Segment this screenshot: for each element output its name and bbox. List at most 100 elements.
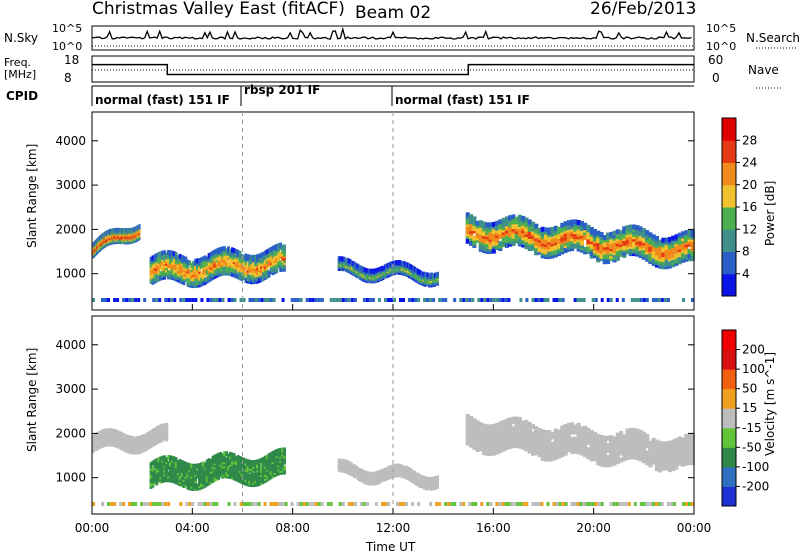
power-ground-cell bbox=[504, 298, 508, 302]
velocity-cell bbox=[198, 463, 201, 469]
power-ground-cell bbox=[218, 298, 222, 302]
power-ground-cell bbox=[417, 298, 421, 302]
power-cell bbox=[589, 251, 594, 257]
power-cell bbox=[687, 248, 692, 254]
power-cell bbox=[271, 245, 275, 251]
power-cell bbox=[221, 266, 224, 272]
power-cell bbox=[342, 256, 345, 262]
velocity-cell bbox=[101, 429, 104, 435]
power-cell bbox=[423, 271, 426, 277]
power-cell bbox=[553, 237, 558, 243]
power-cell bbox=[380, 265, 383, 271]
power-cell bbox=[254, 254, 257, 260]
y-tick-label: 3000 bbox=[55, 178, 86, 192]
velocity-cell bbox=[150, 431, 152, 437]
velocity-cell bbox=[159, 424, 162, 430]
power-cell bbox=[234, 268, 238, 274]
nave-label: Nave bbox=[748, 63, 779, 77]
power-ground-cell bbox=[320, 298, 324, 302]
velocity-cell bbox=[254, 459, 257, 465]
freq-tick-bottom: 8 bbox=[64, 71, 72, 85]
power-cell bbox=[349, 259, 352, 265]
power-cell bbox=[149, 256, 153, 262]
power-ground-cell bbox=[365, 298, 369, 302]
velocity-cell bbox=[271, 451, 275, 456]
power-cell bbox=[478, 220, 483, 226]
power-cell bbox=[337, 256, 340, 262]
power-ground-cell bbox=[305, 298, 309, 302]
power-ground-cell bbox=[209, 298, 213, 302]
velocity-cell bbox=[93, 434, 95, 440]
velocity-cell bbox=[136, 436, 138, 442]
power-cell bbox=[521, 215, 526, 221]
power-cell bbox=[573, 219, 578, 225]
power-ground-cell bbox=[125, 298, 129, 302]
power-cell bbox=[648, 237, 653, 243]
velocity-cell bbox=[145, 432, 148, 438]
power-cell bbox=[169, 250, 172, 256]
power-cell bbox=[213, 269, 217, 275]
power-cell bbox=[240, 254, 244, 260]
velocity-cell bbox=[221, 453, 224, 459]
velocity-cell bbox=[200, 478, 203, 484]
power-ground-cell bbox=[489, 298, 493, 302]
power-ground-cell bbox=[128, 298, 132, 302]
power-ground-cell bbox=[492, 298, 496, 302]
power-ground-cell bbox=[182, 298, 186, 302]
power-ground-cell bbox=[558, 298, 562, 302]
velocity-cell bbox=[383, 467, 386, 473]
power-cell bbox=[583, 222, 588, 228]
power-cell bbox=[586, 232, 591, 238]
power-cell bbox=[232, 272, 236, 278]
power-ground-cell bbox=[308, 298, 312, 302]
velocity-cell bbox=[269, 452, 273, 458]
power-cell bbox=[244, 277, 248, 283]
velocity-cell bbox=[269, 470, 273, 476]
power-cell bbox=[677, 232, 682, 238]
power-cell bbox=[236, 249, 240, 255]
velocity-cell bbox=[118, 431, 121, 437]
power-cell bbox=[504, 235, 509, 241]
power-ground-cell bbox=[335, 298, 339, 302]
velocity-cell bbox=[138, 435, 141, 441]
power-cell bbox=[205, 269, 209, 275]
cpid-segment-2: rbsp 201 IF bbox=[244, 83, 320, 97]
velocity-cell bbox=[154, 428, 157, 434]
power-cell bbox=[422, 271, 425, 277]
power-ground-cell bbox=[242, 298, 246, 302]
power-ground-cell bbox=[534, 298, 538, 302]
power-ground-cell bbox=[347, 298, 351, 302]
power-cell bbox=[589, 227, 594, 232]
velocity-cell bbox=[346, 460, 349, 466]
velocity-cell bbox=[234, 456, 238, 462]
power-cell bbox=[596, 242, 601, 248]
power-cell bbox=[491, 248, 496, 254]
power-cell bbox=[219, 246, 223, 252]
velocity-cell bbox=[125, 434, 128, 440]
velocity-cell bbox=[122, 432, 124, 438]
power-cell bbox=[382, 269, 385, 275]
power-ground-cell bbox=[260, 298, 264, 302]
power-ground-cell bbox=[254, 298, 258, 302]
velocity-cell bbox=[240, 477, 244, 483]
velocity-cell bbox=[265, 460, 269, 466]
power-ground-cell bbox=[206, 298, 210, 302]
velocity-cell bbox=[157, 425, 160, 431]
velocity-cell bbox=[377, 470, 381, 476]
power-cell bbox=[615, 229, 620, 235]
power-ground-cell bbox=[666, 298, 670, 302]
velocity-cell bbox=[163, 475, 166, 481]
velocity-cell bbox=[164, 423, 166, 429]
velocity-cell bbox=[167, 461, 170, 467]
velocity-cell bbox=[248, 459, 252, 465]
power-ground-cell bbox=[633, 298, 637, 302]
power-cell bbox=[174, 252, 178, 258]
power-cell bbox=[534, 223, 539, 229]
velocity-cell bbox=[275, 471, 279, 477]
velocity-cell bbox=[121, 432, 123, 438]
velocity-cell bbox=[267, 475, 271, 481]
velocity-cell bbox=[166, 423, 169, 428]
freq-frame bbox=[91, 55, 695, 83]
